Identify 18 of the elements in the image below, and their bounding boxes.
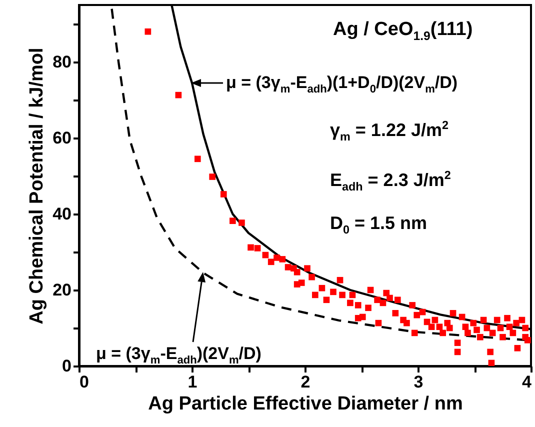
annotation: γ$_{m}$ = 1.22 J/m$^{2}$ bbox=[330, 119, 449, 144]
y-axis-title: Ag Chemical Potential / kJ/mol bbox=[26, 48, 48, 324]
x-tick-label: 1 bbox=[188, 372, 198, 392]
y-tick-label: 20 bbox=[52, 280, 72, 300]
x-tick-label: 3 bbox=[414, 372, 424, 392]
annotation: Ag / CeO$_{1.9}$(111) bbox=[333, 19, 473, 43]
y-tick-label: 0 bbox=[62, 356, 72, 376]
annotation: D$_{0}$ = 1.5 nm bbox=[330, 213, 428, 237]
x-axis-title: Ag Particle Effective Diameter / nm bbox=[148, 394, 463, 414]
annotation: E$_{adh}$ = 2.3 J/m$^{2}$ bbox=[330, 169, 451, 194]
x-tick-label: 4 bbox=[522, 372, 532, 392]
x-tick-label: 2 bbox=[300, 372, 310, 392]
annotation: μ = (3γ$_{m}$-E$_{adh}$)(2V$_{m}$/D) bbox=[96, 344, 262, 366]
y-tick-label: 60 bbox=[52, 128, 72, 148]
y-tick-label: 80 bbox=[52, 52, 72, 72]
y-tick-label: 40 bbox=[52, 204, 72, 224]
x-tick-label: 0 bbox=[80, 372, 89, 392]
text: μ = (3γ$_{m}$-E$_{adh}$)(1+D$_{0}$/D)(2V$_{m}$/D) bbox=[226, 73, 458, 96]
